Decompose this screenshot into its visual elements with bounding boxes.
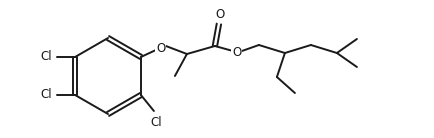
Text: Cl: Cl bbox=[40, 51, 52, 63]
Text: O: O bbox=[156, 42, 165, 55]
Text: Cl: Cl bbox=[150, 116, 162, 129]
Text: O: O bbox=[232, 47, 242, 59]
Text: O: O bbox=[215, 8, 224, 21]
Text: Cl: Cl bbox=[40, 88, 52, 102]
